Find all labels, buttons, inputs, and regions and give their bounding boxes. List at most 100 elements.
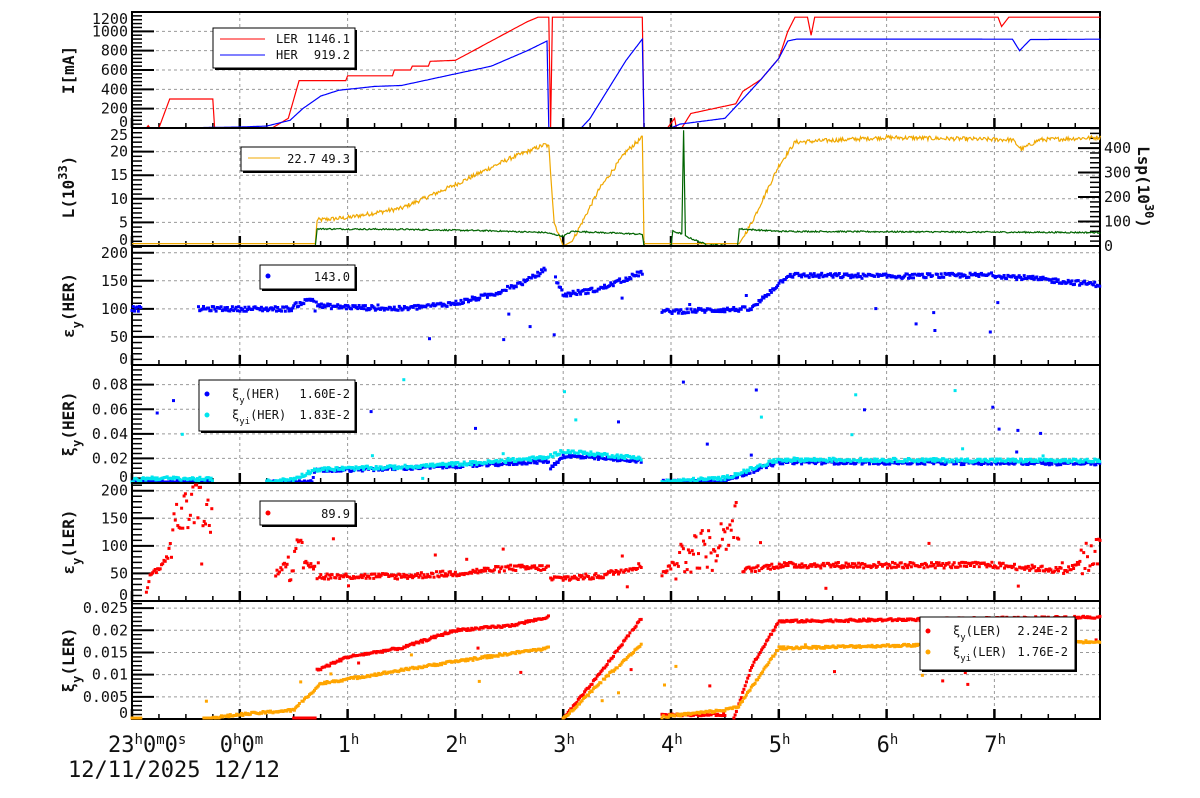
data-point (588, 453, 592, 457)
data-point (932, 563, 936, 566)
data-point (296, 704, 300, 708)
data-point (802, 646, 806, 649)
data-point (744, 470, 748, 474)
data-point (197, 479, 201, 482)
data-point (854, 393, 858, 397)
data-point (713, 710, 717, 714)
data-point (1089, 544, 1093, 548)
data-point (859, 275, 863, 279)
data-point (697, 552, 700, 556)
data-point (471, 658, 475, 662)
data-point (199, 485, 202, 489)
data-point (465, 557, 469, 561)
x-tick-h-unit: h (782, 732, 790, 748)
data-point (989, 564, 993, 568)
data-point (730, 307, 734, 311)
data-point (918, 565, 922, 568)
data-point (936, 563, 940, 567)
data-point (775, 285, 778, 289)
data-point (695, 479, 699, 483)
data-point (899, 561, 903, 565)
data-point (980, 271, 983, 275)
data-point (500, 625, 504, 629)
data-point (223, 306, 227, 310)
data-point (1094, 458, 1098, 462)
data-point (1083, 640, 1087, 644)
data-point (485, 461, 489, 465)
data-point (720, 714, 724, 718)
data-point (509, 624, 513, 628)
data-point (264, 306, 268, 310)
data-point (554, 275, 557, 279)
data-point (453, 570, 457, 574)
data-point (227, 715, 231, 719)
data-point (1005, 459, 1009, 463)
data-point (685, 307, 689, 311)
data-point (294, 477, 298, 481)
data-point (878, 461, 882, 465)
data-point (391, 464, 394, 468)
legend-label-sub: y (239, 396, 245, 406)
data-point (492, 568, 496, 572)
data-point (819, 273, 822, 277)
data-point (1084, 639, 1088, 643)
data-point (954, 457, 958, 461)
data-point (999, 564, 1003, 568)
y-tick-label: 0 (119, 231, 128, 249)
data-point (624, 657, 628, 661)
data-point (593, 457, 597, 461)
data-point (323, 577, 327, 581)
data-point (605, 572, 609, 576)
data-point (519, 670, 523, 674)
data-point (723, 530, 727, 534)
data-point (349, 469, 353, 473)
data-point (977, 565, 981, 569)
data-point (511, 463, 515, 466)
data-point (554, 462, 558, 466)
data-point (381, 306, 385, 310)
data-point (996, 566, 1000, 570)
data-point (425, 463, 428, 467)
data-point (635, 457, 639, 461)
data-point (969, 564, 972, 567)
data-point (370, 572, 374, 576)
data-point (897, 564, 901, 568)
data-point (430, 464, 433, 468)
data-point (800, 562, 804, 566)
data-point (294, 301, 298, 305)
data-point (353, 468, 357, 472)
x-tick-h-unit: h (233, 732, 241, 748)
data-point (1016, 428, 1020, 432)
data-point (298, 301, 302, 304)
data-point (933, 459, 937, 463)
data-point (601, 576, 605, 580)
data-point (914, 322, 918, 326)
data-point (990, 462, 993, 466)
data-point (799, 565, 803, 569)
legend-label-sub: yi (239, 417, 250, 427)
data-point (693, 308, 697, 312)
data-point (776, 284, 780, 288)
data-point (578, 573, 581, 577)
data-point (921, 562, 925, 566)
data-point (776, 649, 780, 653)
data-point (241, 308, 244, 312)
data-point (566, 575, 570, 579)
data-point (722, 528, 726, 532)
data-point (1040, 461, 1044, 465)
data-point (984, 563, 988, 567)
data-point (359, 573, 363, 577)
data-point (596, 574, 600, 578)
data-point (893, 561, 897, 565)
data-point (784, 564, 788, 568)
data-point (849, 459, 853, 463)
legend-tuneshift-her (198, 379, 356, 432)
data-point (278, 570, 281, 574)
data-point (962, 463, 966, 466)
data-point (506, 456, 510, 460)
data-point (554, 451, 558, 455)
data-point (200, 562, 204, 566)
data-point (771, 461, 775, 464)
data-point (580, 699, 584, 703)
data-point (933, 329, 937, 332)
